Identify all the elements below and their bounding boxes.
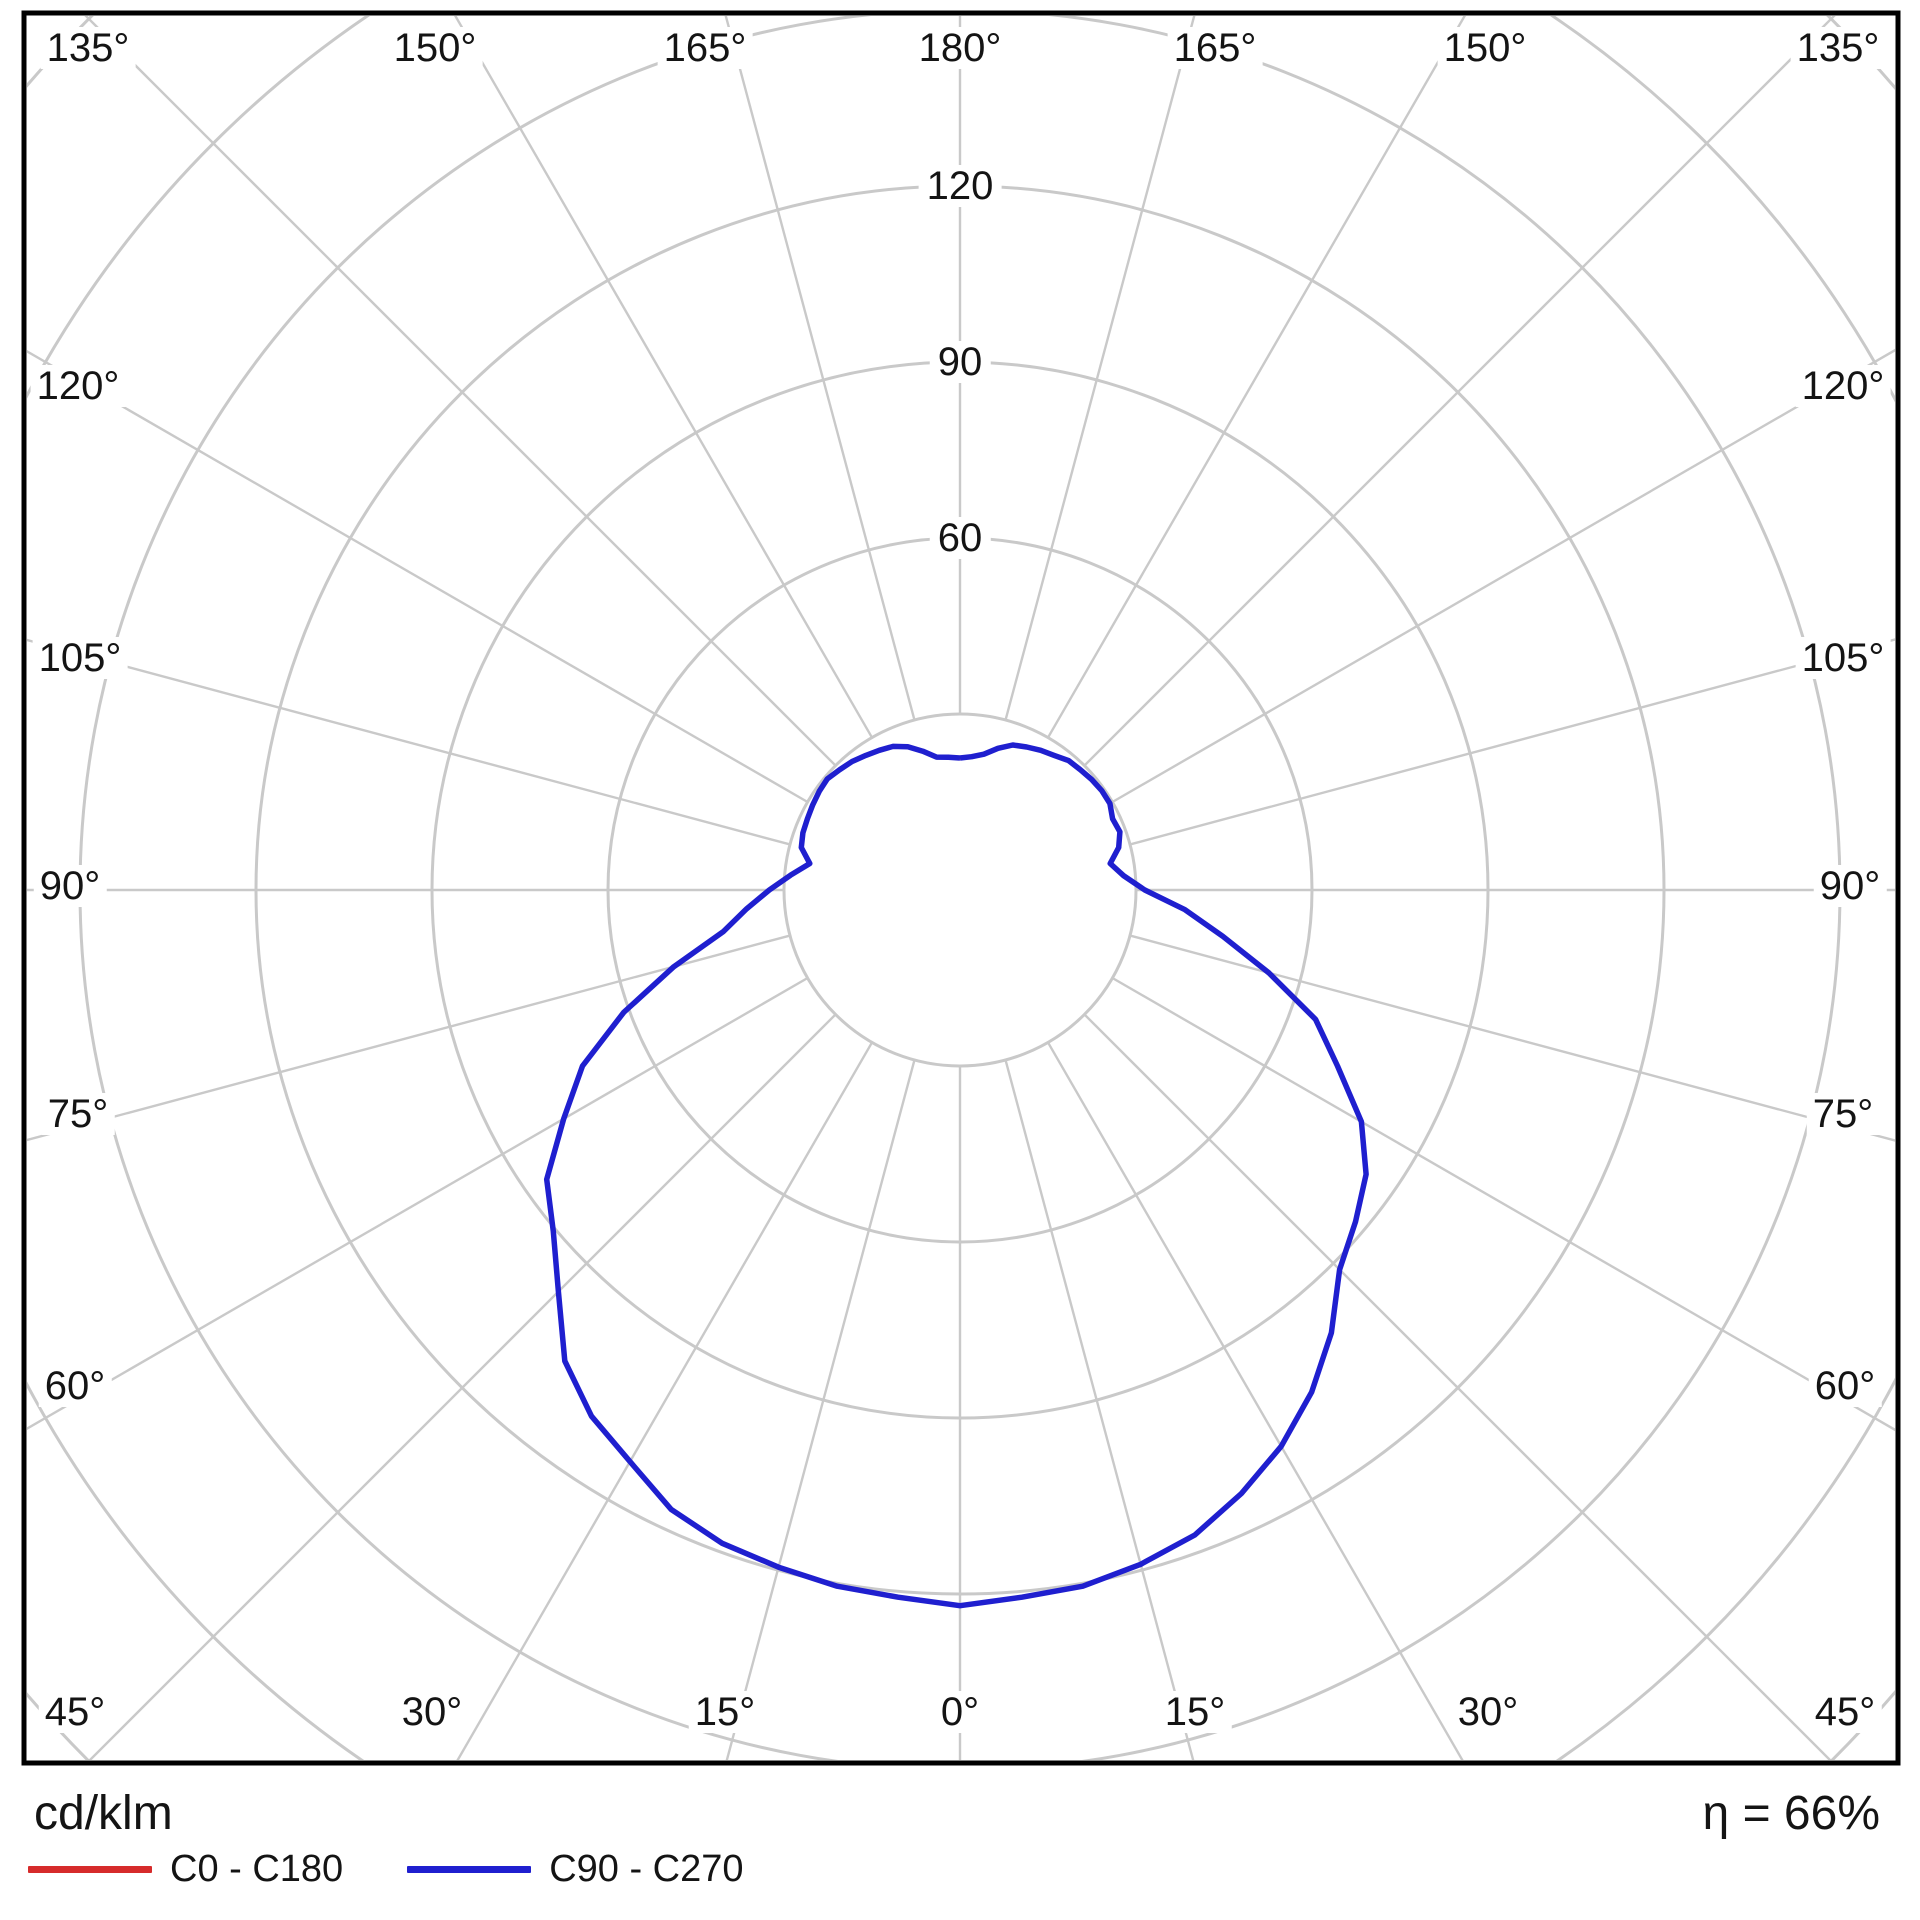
curve-c90-c270 xyxy=(543,742,1369,1609)
grid-radial-line xyxy=(27,349,809,804)
legend-line-c90-c270 xyxy=(407,1866,532,1873)
grid-radial-line xyxy=(84,16,837,767)
grid-radial-line xyxy=(1111,348,1895,804)
legend-label-c90-c270: C90 - C270 xyxy=(549,1848,744,1890)
grid-radial-line xyxy=(456,1041,874,1760)
curve-c0-c180 xyxy=(544,742,1369,1608)
legend: C0 - C180 C90 - C270 xyxy=(28,1848,744,1891)
grid-radial-line xyxy=(88,1013,837,1760)
grid-radial-line xyxy=(1004,16,1196,721)
grid-radial-line xyxy=(725,1059,916,1760)
grid-radial-line xyxy=(27,638,791,846)
intensity-curves xyxy=(543,742,1369,1609)
grid-radial-line xyxy=(1083,16,1836,767)
grid-radial-line xyxy=(1111,976,1895,1432)
grid-radial-line xyxy=(1129,638,1895,846)
efficiency-label: η = 66% xyxy=(1702,1787,1880,1840)
grid-radial-line xyxy=(27,934,791,1142)
grid-radial-line xyxy=(454,16,874,739)
legend-label-c0-c180: C0 - C180 xyxy=(170,1848,344,1890)
grid-radial-line xyxy=(724,16,916,721)
grid-radial-line xyxy=(1046,1041,1464,1760)
unit-label: cd/klm xyxy=(34,1787,173,1840)
legend-line-c0-c180 xyxy=(28,1866,152,1873)
grid-radial-line xyxy=(1083,1013,1832,1760)
grid-ring-30 xyxy=(782,712,1138,1068)
grid-radial-line xyxy=(1004,1059,1195,1760)
grid-radial-line xyxy=(1046,16,1466,739)
grid-radial-line xyxy=(27,976,809,1431)
grid-radial-line xyxy=(1129,934,1895,1142)
plot-border xyxy=(21,10,1901,1766)
